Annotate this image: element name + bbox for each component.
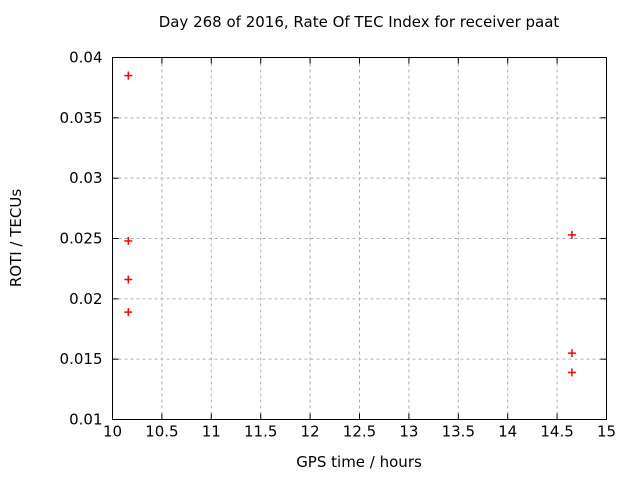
data-point [124, 71, 133, 80]
x-tick-label: 10 [103, 423, 122, 441]
y-tick-label: 0.04 [69, 49, 102, 67]
x-tick-label: 11 [202, 423, 221, 441]
x-tick-label: 12 [301, 423, 320, 441]
x-axis-label: GPS time / hours [296, 453, 422, 471]
x-tick-label: 15 [597, 423, 616, 441]
y-tick-label: 0.035 [60, 109, 103, 127]
y-tick-label: 0.015 [60, 350, 103, 368]
data-point [124, 308, 133, 317]
y-tick-label: 0.02 [69, 290, 102, 308]
x-tick-label: 12.5 [343, 423, 376, 441]
data-point [567, 349, 576, 358]
y-tick-label: 0.025 [60, 230, 103, 248]
x-tick-label: 14 [498, 423, 517, 441]
x-tick-label: 13 [399, 423, 418, 441]
chart-title: Day 268 of 2016, Rate Of TEC Index for r… [158, 13, 560, 31]
y-tick-label: 0.01 [69, 411, 102, 429]
data-point [567, 230, 576, 239]
x-tick-label: 13.5 [442, 423, 475, 441]
x-tick-label: 11.5 [244, 423, 277, 441]
x-tick-label: 10.5 [145, 423, 178, 441]
y-tick-label: 0.03 [69, 169, 102, 187]
x-tick-label: 14.5 [540, 423, 573, 441]
data-point [124, 236, 133, 245]
data-point [567, 368, 576, 377]
data-point [124, 275, 133, 284]
